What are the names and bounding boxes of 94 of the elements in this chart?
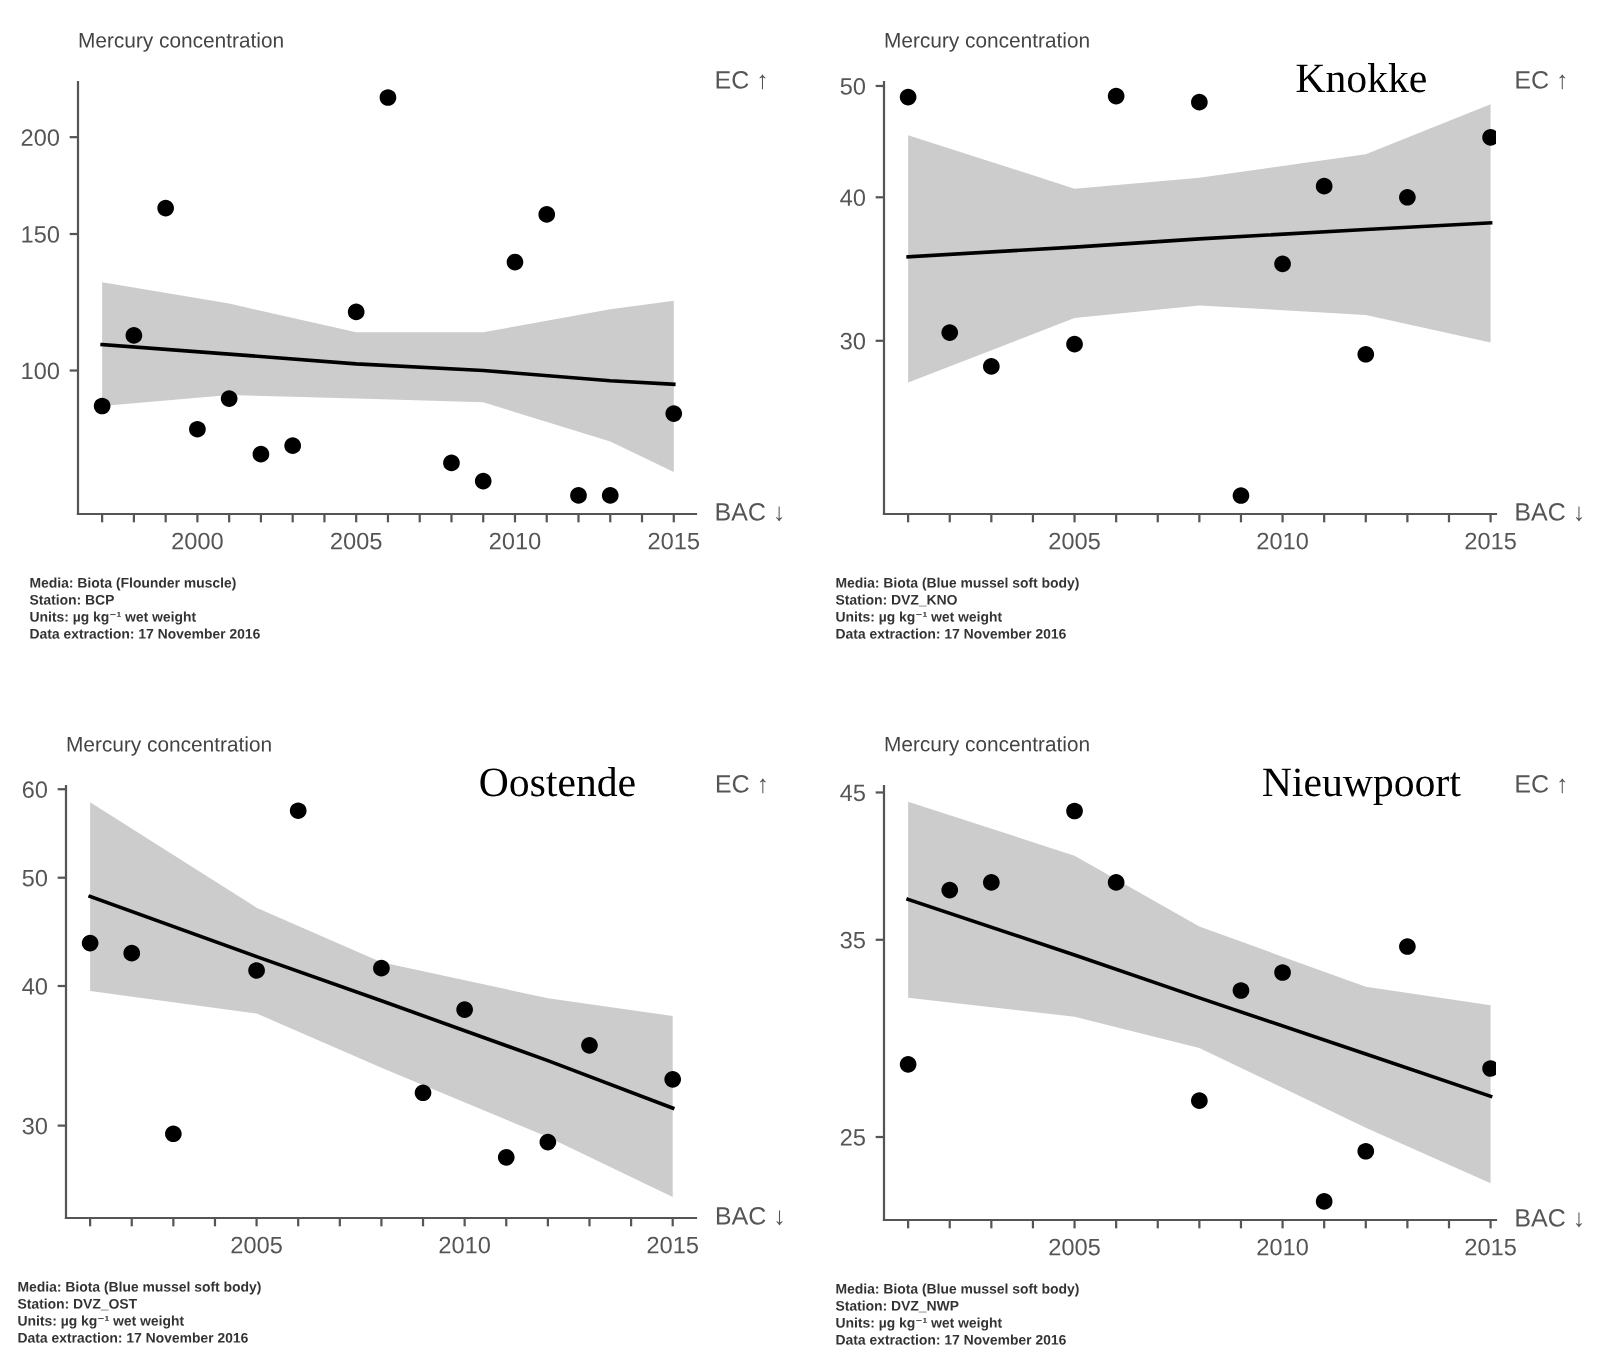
y-axis-title: Mercury concentration bbox=[885, 736, 1089, 756]
x-tick-label: 2005 bbox=[231, 1236, 282, 1254]
point bbox=[1315, 1193, 1333, 1210]
point bbox=[1399, 188, 1416, 206]
line-series bbox=[88, 894, 675, 1110]
point bbox=[1107, 874, 1125, 891]
text: EC ↑ bbox=[716, 775, 766, 794]
point bbox=[665, 405, 683, 422]
text: EC ↑ bbox=[716, 71, 766, 90]
point bbox=[1232, 982, 1250, 999]
y-tick-label: 150 bbox=[22, 226, 60, 243]
point bbox=[220, 390, 238, 407]
y-tick-label: 30 bbox=[22, 1117, 48, 1135]
point bbox=[1191, 1092, 1208, 1109]
line-series bbox=[906, 221, 1493, 259]
text: BAC ↓ bbox=[1516, 503, 1582, 522]
point bbox=[1357, 1142, 1375, 1160]
point bbox=[379, 89, 397, 106]
point bbox=[373, 959, 390, 977]
text: EC ↑ bbox=[1516, 775, 1566, 794]
x-tick-label: 2010 bbox=[1257, 532, 1308, 550]
point bbox=[157, 199, 174, 217]
point bbox=[1357, 345, 1375, 363]
point bbox=[125, 327, 143, 344]
text: EC ↑ bbox=[1516, 71, 1566, 90]
point bbox=[123, 944, 141, 962]
text: BAC ↓ bbox=[716, 1207, 783, 1226]
point bbox=[1066, 802, 1083, 820]
point bbox=[1274, 255, 1291, 273]
x-tick-label: 2015 bbox=[647, 1236, 698, 1254]
y-tick-label: 50 bbox=[840, 78, 866, 95]
line-series bbox=[906, 897, 1493, 1099]
x-tick-label: 2005 bbox=[331, 532, 382, 550]
point bbox=[1066, 335, 1083, 353]
point bbox=[497, 1149, 515, 1166]
y-tick-label: 200 bbox=[21, 129, 60, 146]
x-tick-label: 2010 bbox=[489, 532, 541, 550]
point bbox=[983, 358, 1000, 375]
point bbox=[284, 437, 302, 454]
point bbox=[93, 397, 111, 415]
x-tick-label: 2015 bbox=[648, 532, 700, 550]
point bbox=[289, 802, 307, 820]
point bbox=[347, 303, 365, 321]
point bbox=[539, 1133, 557, 1151]
point bbox=[1232, 487, 1250, 504]
chart-title: Nieuwpoort bbox=[1263, 768, 1461, 805]
point bbox=[81, 934, 99, 952]
y-tick-label: 100 bbox=[22, 362, 60, 380]
x-tick-label: 2000 bbox=[172, 532, 223, 550]
point bbox=[581, 1036, 598, 1054]
point bbox=[899, 88, 917, 106]
point bbox=[899, 1056, 917, 1073]
point bbox=[443, 454, 460, 472]
text: BAC ↓ bbox=[716, 503, 783, 522]
chart-title: Oostende bbox=[480, 767, 635, 797]
point bbox=[248, 962, 265, 979]
y-axis-title: Mercury concentration bbox=[885, 32, 1089, 52]
y-tick-label: 40 bbox=[22, 978, 48, 995]
point bbox=[252, 445, 270, 463]
y-axis-title: Mercury concentration bbox=[67, 736, 271, 756]
point bbox=[601, 487, 619, 504]
point bbox=[456, 1001, 473, 1018]
y-tick-label: 45 bbox=[840, 784, 865, 802]
y-tick-label: 30 bbox=[840, 332, 866, 350]
y-tick-label: 40 bbox=[840, 189, 866, 207]
point bbox=[570, 487, 587, 504]
chart-title: Knokke bbox=[1296, 63, 1426, 93]
y-tick-label: 50 bbox=[22, 869, 48, 887]
point bbox=[538, 206, 556, 223]
x-tick-label: 2015 bbox=[1465, 532, 1516, 550]
point bbox=[941, 324, 959, 341]
point bbox=[1274, 964, 1291, 981]
y-axis-title: Mercury concentration bbox=[79, 32, 283, 52]
text: BAC ↓ bbox=[1516, 1209, 1582, 1228]
point bbox=[1107, 87, 1125, 105]
point bbox=[941, 881, 959, 899]
x-tick-label: 2010 bbox=[439, 1236, 490, 1254]
x-tick-label: 2005 bbox=[1049, 532, 1100, 550]
point bbox=[506, 253, 524, 271]
point bbox=[1315, 177, 1333, 195]
point bbox=[1191, 93, 1208, 111]
point bbox=[165, 1125, 182, 1143]
point bbox=[664, 1071, 682, 1088]
point bbox=[189, 420, 206, 438]
point bbox=[1399, 938, 1416, 955]
x-tick-label: 2010 bbox=[1257, 1238, 1308, 1256]
point bbox=[983, 874, 1000, 891]
y-tick-label: 35 bbox=[840, 931, 865, 949]
point bbox=[414, 1084, 432, 1102]
y-tick-label: 25 bbox=[840, 1129, 865, 1146]
point bbox=[474, 472, 492, 490]
x-tick-label: 2005 bbox=[1049, 1238, 1100, 1256]
x-tick-label: 2015 bbox=[1465, 1238, 1516, 1256]
y-tick-label: 60 bbox=[22, 781, 48, 799]
